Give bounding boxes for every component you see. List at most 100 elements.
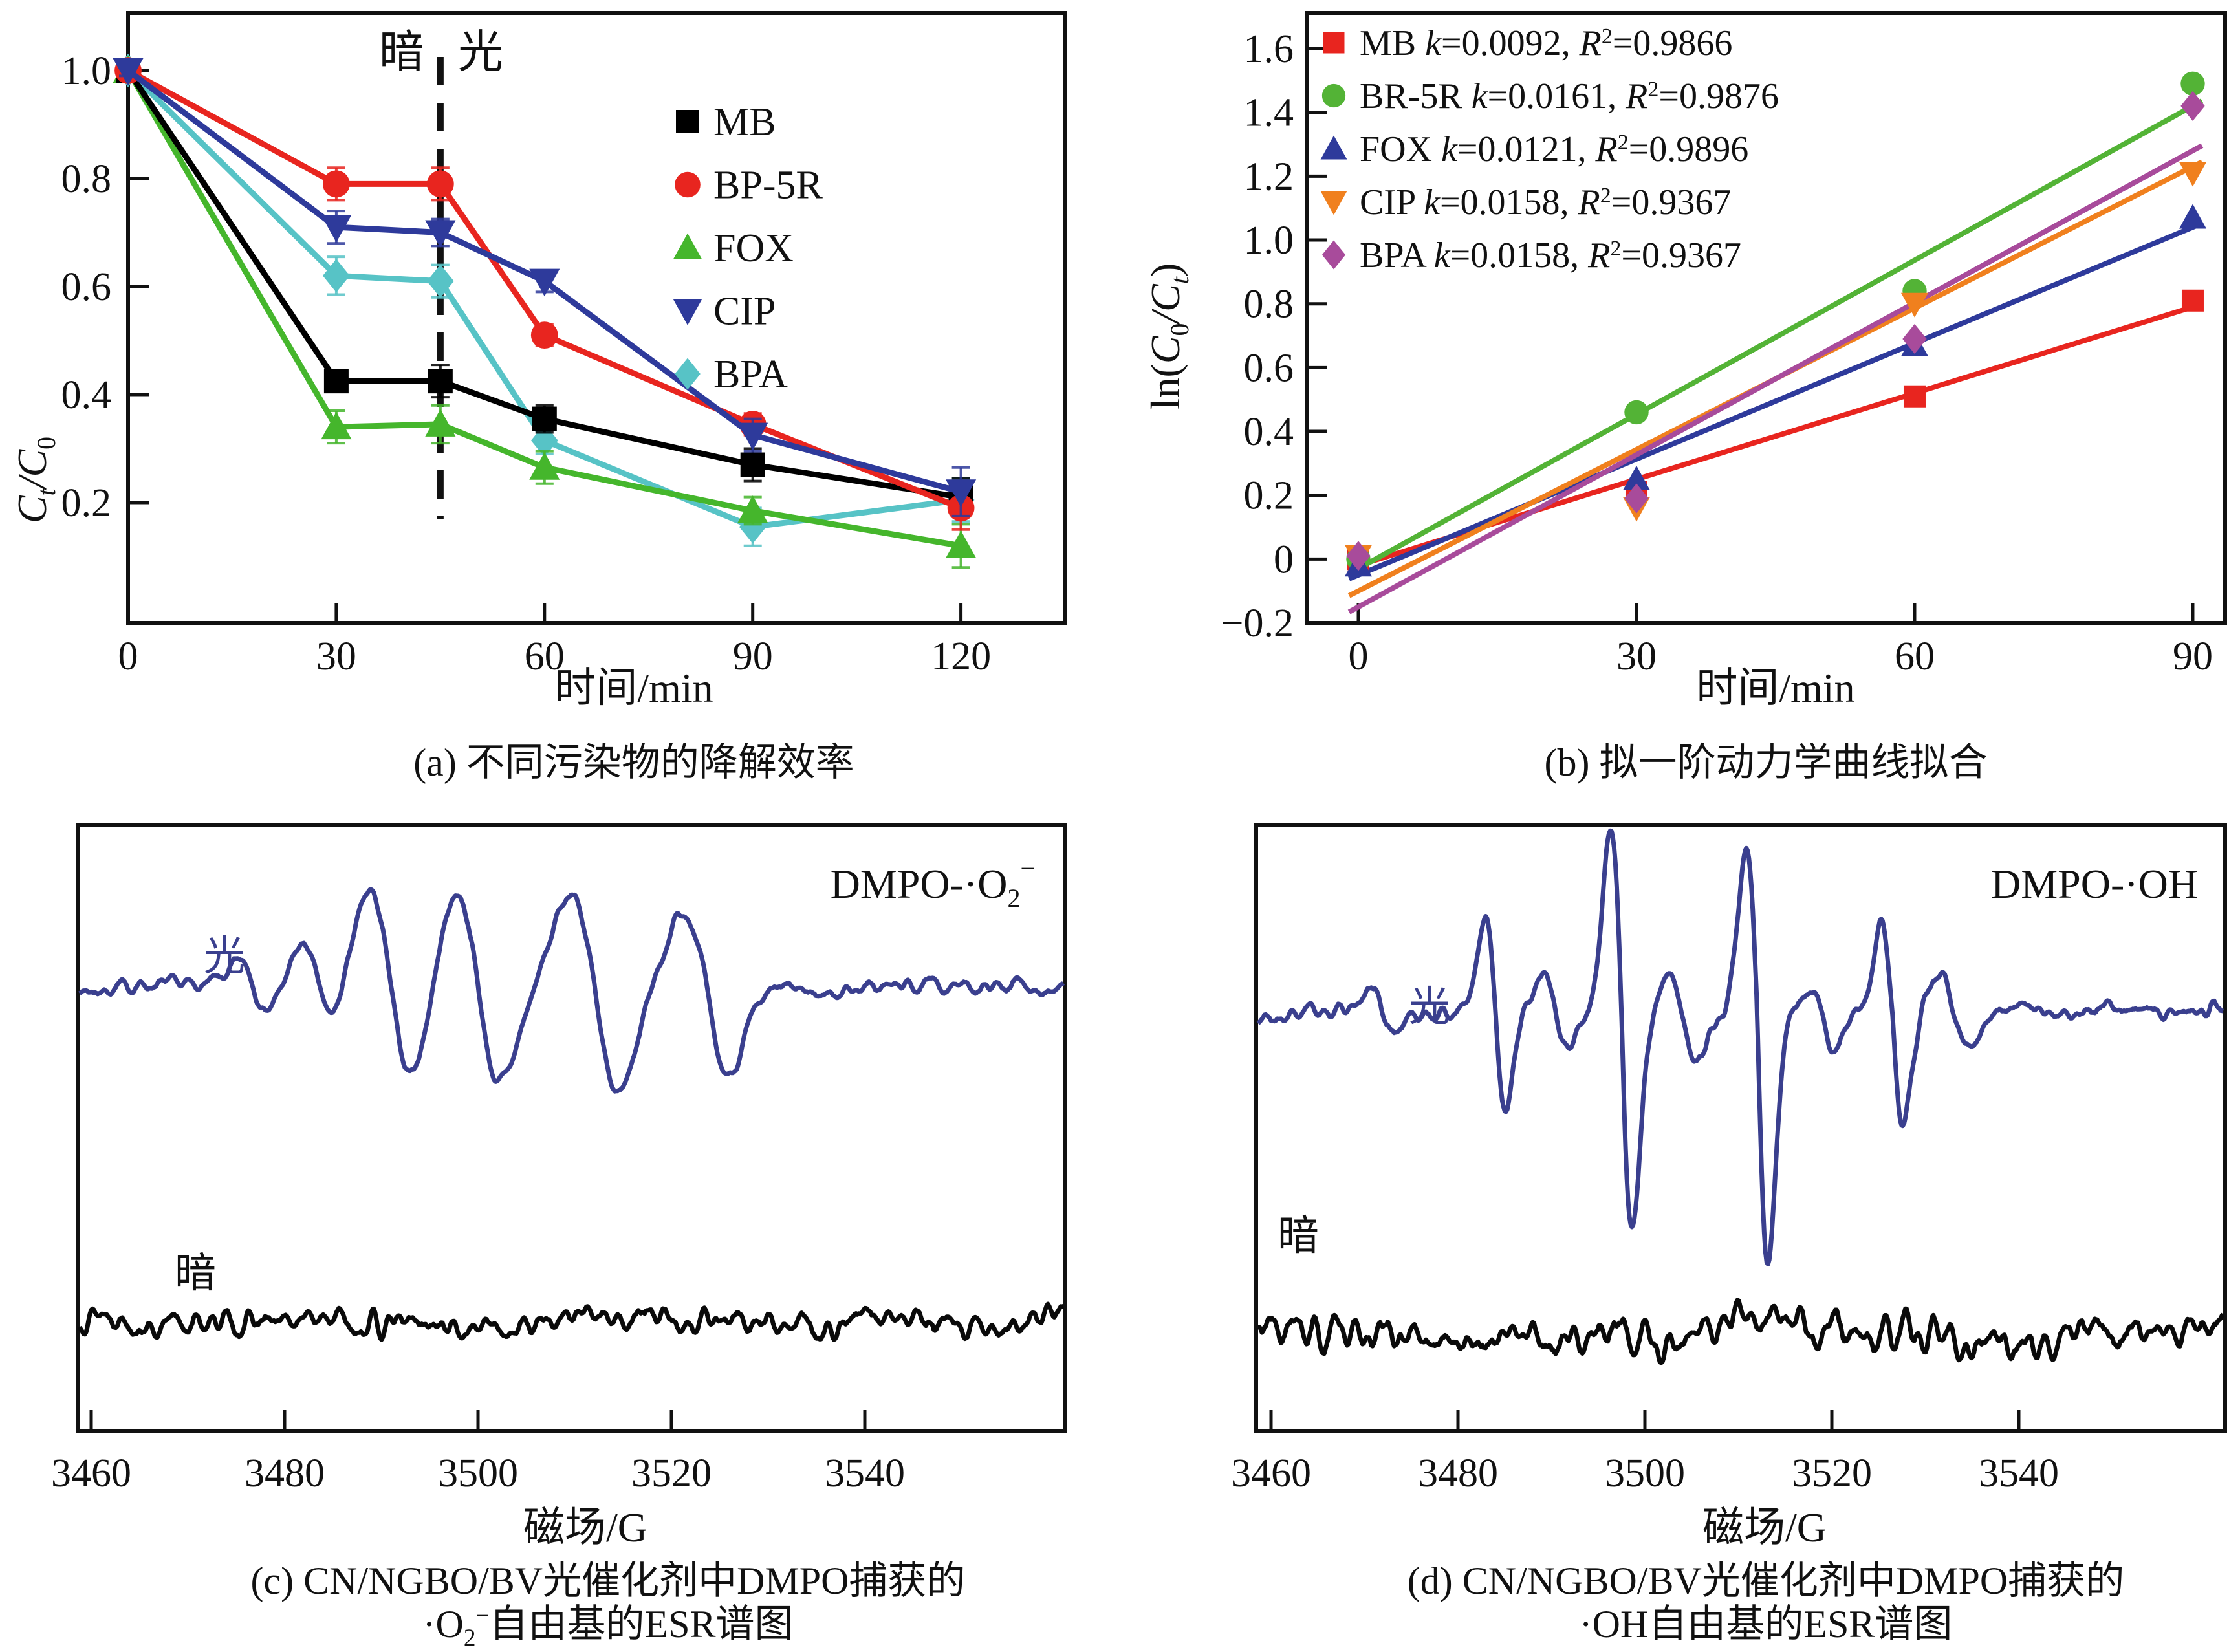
axis-frame xyxy=(1305,11,2227,625)
x-tick-label: 3500 xyxy=(438,1451,518,1495)
y-tick-label: 0 xyxy=(1274,538,1294,581)
legend-label-CIP: CIP xyxy=(713,290,776,334)
esr-trace-light xyxy=(78,887,1065,1094)
marker-BPA xyxy=(1624,483,1649,514)
y-axis-label-a: Ct/C0 xyxy=(9,436,61,524)
marker-FOX xyxy=(946,530,977,558)
x-tick-label: 3460 xyxy=(51,1451,131,1495)
legend-marker-CIP xyxy=(673,299,702,325)
x-axis-label-d: 磁场/G xyxy=(1702,1505,1827,1550)
marker-CIP xyxy=(737,422,768,451)
series-line-BPA xyxy=(125,68,962,530)
marker-MB xyxy=(532,406,557,431)
caption-c-line1: (c) CN/NGBO/BV光催化剂中DMPO捕获的 xyxy=(250,1560,966,1602)
y-tick-label: 1.6 xyxy=(1244,27,1294,71)
y-tick-label: 1.4 xyxy=(1244,91,1294,135)
legend-marker-MB xyxy=(676,110,699,133)
series-line-CIP xyxy=(126,68,962,495)
x-tick-label: 30 xyxy=(316,635,356,679)
marker-CIP xyxy=(529,268,560,297)
y-tick-label: 0.4 xyxy=(1244,410,1294,454)
dark-trace-label: 暗 xyxy=(1278,1213,1319,1259)
legend-marker-MB xyxy=(1323,32,1345,54)
dark-region-label: 暗 xyxy=(379,28,424,78)
marker-CIP xyxy=(321,215,352,243)
y-axis-label-b: ln(C0/Ct) xyxy=(1142,263,1194,410)
x-tick-label: 3480 xyxy=(245,1451,325,1495)
fit-line-BPA xyxy=(1347,143,2204,614)
marker-FOX xyxy=(529,452,560,480)
legend-label-BPA: BPA k=0.0158, R2=0.9367 xyxy=(1360,235,1741,276)
x-axis-label-c: 磁场/G xyxy=(523,1505,647,1550)
legend-label-BR-5R: BR-5R k=0.0161, R2=0.9876 xyxy=(1360,76,1779,116)
axis-frame xyxy=(1254,823,2227,1433)
x-tick-label: 0 xyxy=(1349,635,1369,679)
x-tick-label: 90 xyxy=(733,635,773,679)
x-axis-label-b: 时间/min xyxy=(1696,665,1855,711)
x-tick-label: 0 xyxy=(118,635,138,679)
marker-BPA xyxy=(739,510,767,544)
legend-label-MB: MB k=0.0092, R2=0.9866 xyxy=(1360,23,1732,63)
legend-label-FOX: FOX k=0.0121, R2=0.9896 xyxy=(1360,129,1748,169)
chart-panel-esr-oh: 3460 3480 3500 3520 3540 DMPO-·OH 光暗 xyxy=(1231,823,2227,1495)
marker-FOX xyxy=(425,409,456,437)
marker-MB xyxy=(740,452,765,477)
light-trace-label: 光 xyxy=(1409,984,1450,1030)
x-tick-label: 120 xyxy=(931,635,991,679)
x-tick-label: 3520 xyxy=(631,1451,712,1495)
marker-CIP xyxy=(425,220,456,248)
esr-trace-dark xyxy=(77,1301,1065,1342)
x-tick-label: 90 xyxy=(2173,635,2213,679)
y-tick-label: 1.0 xyxy=(61,49,112,93)
caption-d-line2: ·OH自由基的ESR谱图 xyxy=(1579,1603,1953,1646)
y-tick-label: 0.2 xyxy=(61,481,112,525)
legend-marker-BR-5R xyxy=(1321,83,1346,108)
x-tick-label: 3540 xyxy=(1979,1451,2059,1495)
y-tick-label: −0.2 xyxy=(1221,602,1294,646)
caption-a: (a) 不同污染物的降解效率 xyxy=(413,741,854,784)
chart-panel-degradation: 0 30 60 90 120 0.2 0.4 0.6 0.8 1.0 暗光 MB BP-5R FOX CIP… xyxy=(61,11,1067,679)
legend-marker-CIP xyxy=(1320,191,1347,215)
light-region-label: 光 xyxy=(458,28,503,78)
marker-CIP xyxy=(1900,292,1929,318)
marker-CIP xyxy=(946,479,977,507)
marker-BPA xyxy=(426,264,454,298)
marker-BP-5R xyxy=(323,170,350,198)
legend-label-BPA: BPA xyxy=(713,353,788,397)
marker-BPA xyxy=(323,259,350,293)
marker-BR-5R xyxy=(2180,71,2205,96)
light-trace-label: 光 xyxy=(204,933,245,979)
x-tick-label: 3500 xyxy=(1605,1451,1685,1495)
y-tick-label: 1.2 xyxy=(1244,155,1294,199)
legend-label-MB: MB xyxy=(713,100,776,144)
marker-FOX xyxy=(2179,204,2207,229)
marker-CIP xyxy=(2179,162,2207,187)
y-tick-label: 0.2 xyxy=(1244,474,1294,518)
chart-panel-kinetics: 0 30 60 90 −0.2 0 0.2 0.4 0.6 0.8 1.0 1.2 1.4 1.6 MB k… xyxy=(1221,11,2227,679)
marker-BPA xyxy=(2180,91,2205,121)
fit-line-BR-5R xyxy=(1347,98,2204,576)
fit-line-FOX xyxy=(1348,221,2203,581)
x-tick-label: 3480 xyxy=(1418,1451,1498,1495)
y-tick-label: 0.8 xyxy=(61,157,112,201)
marker-BPA xyxy=(1902,323,1927,354)
x-tick-label: 3460 xyxy=(1231,1451,1311,1495)
marker-MB xyxy=(428,369,453,394)
legend-label-CIP: CIP k=0.0158, R2=0.9367 xyxy=(1360,182,1731,223)
legend-marker-BPA xyxy=(675,358,701,390)
marker-MB xyxy=(1903,385,1926,408)
marker-BPA xyxy=(1346,541,1371,571)
marker-BP-5R xyxy=(530,321,558,349)
spin-adduct-label: DMPO-·O2− xyxy=(831,854,1035,913)
x-tick-label: 60 xyxy=(525,635,565,679)
series-line-MB xyxy=(125,69,962,501)
esr-trace-light xyxy=(1256,828,2224,1266)
y-tick-label: 0.6 xyxy=(1244,346,1294,390)
dark-trace-label: 暗 xyxy=(175,1250,216,1296)
spin-adduct-label: DMPO-·OH xyxy=(1991,861,2198,907)
x-tick-label: 60 xyxy=(1895,635,1935,679)
axis-frame xyxy=(76,823,1067,1433)
legend-marker-FOX xyxy=(673,233,702,259)
x-tick-label: 3520 xyxy=(1792,1451,1872,1495)
